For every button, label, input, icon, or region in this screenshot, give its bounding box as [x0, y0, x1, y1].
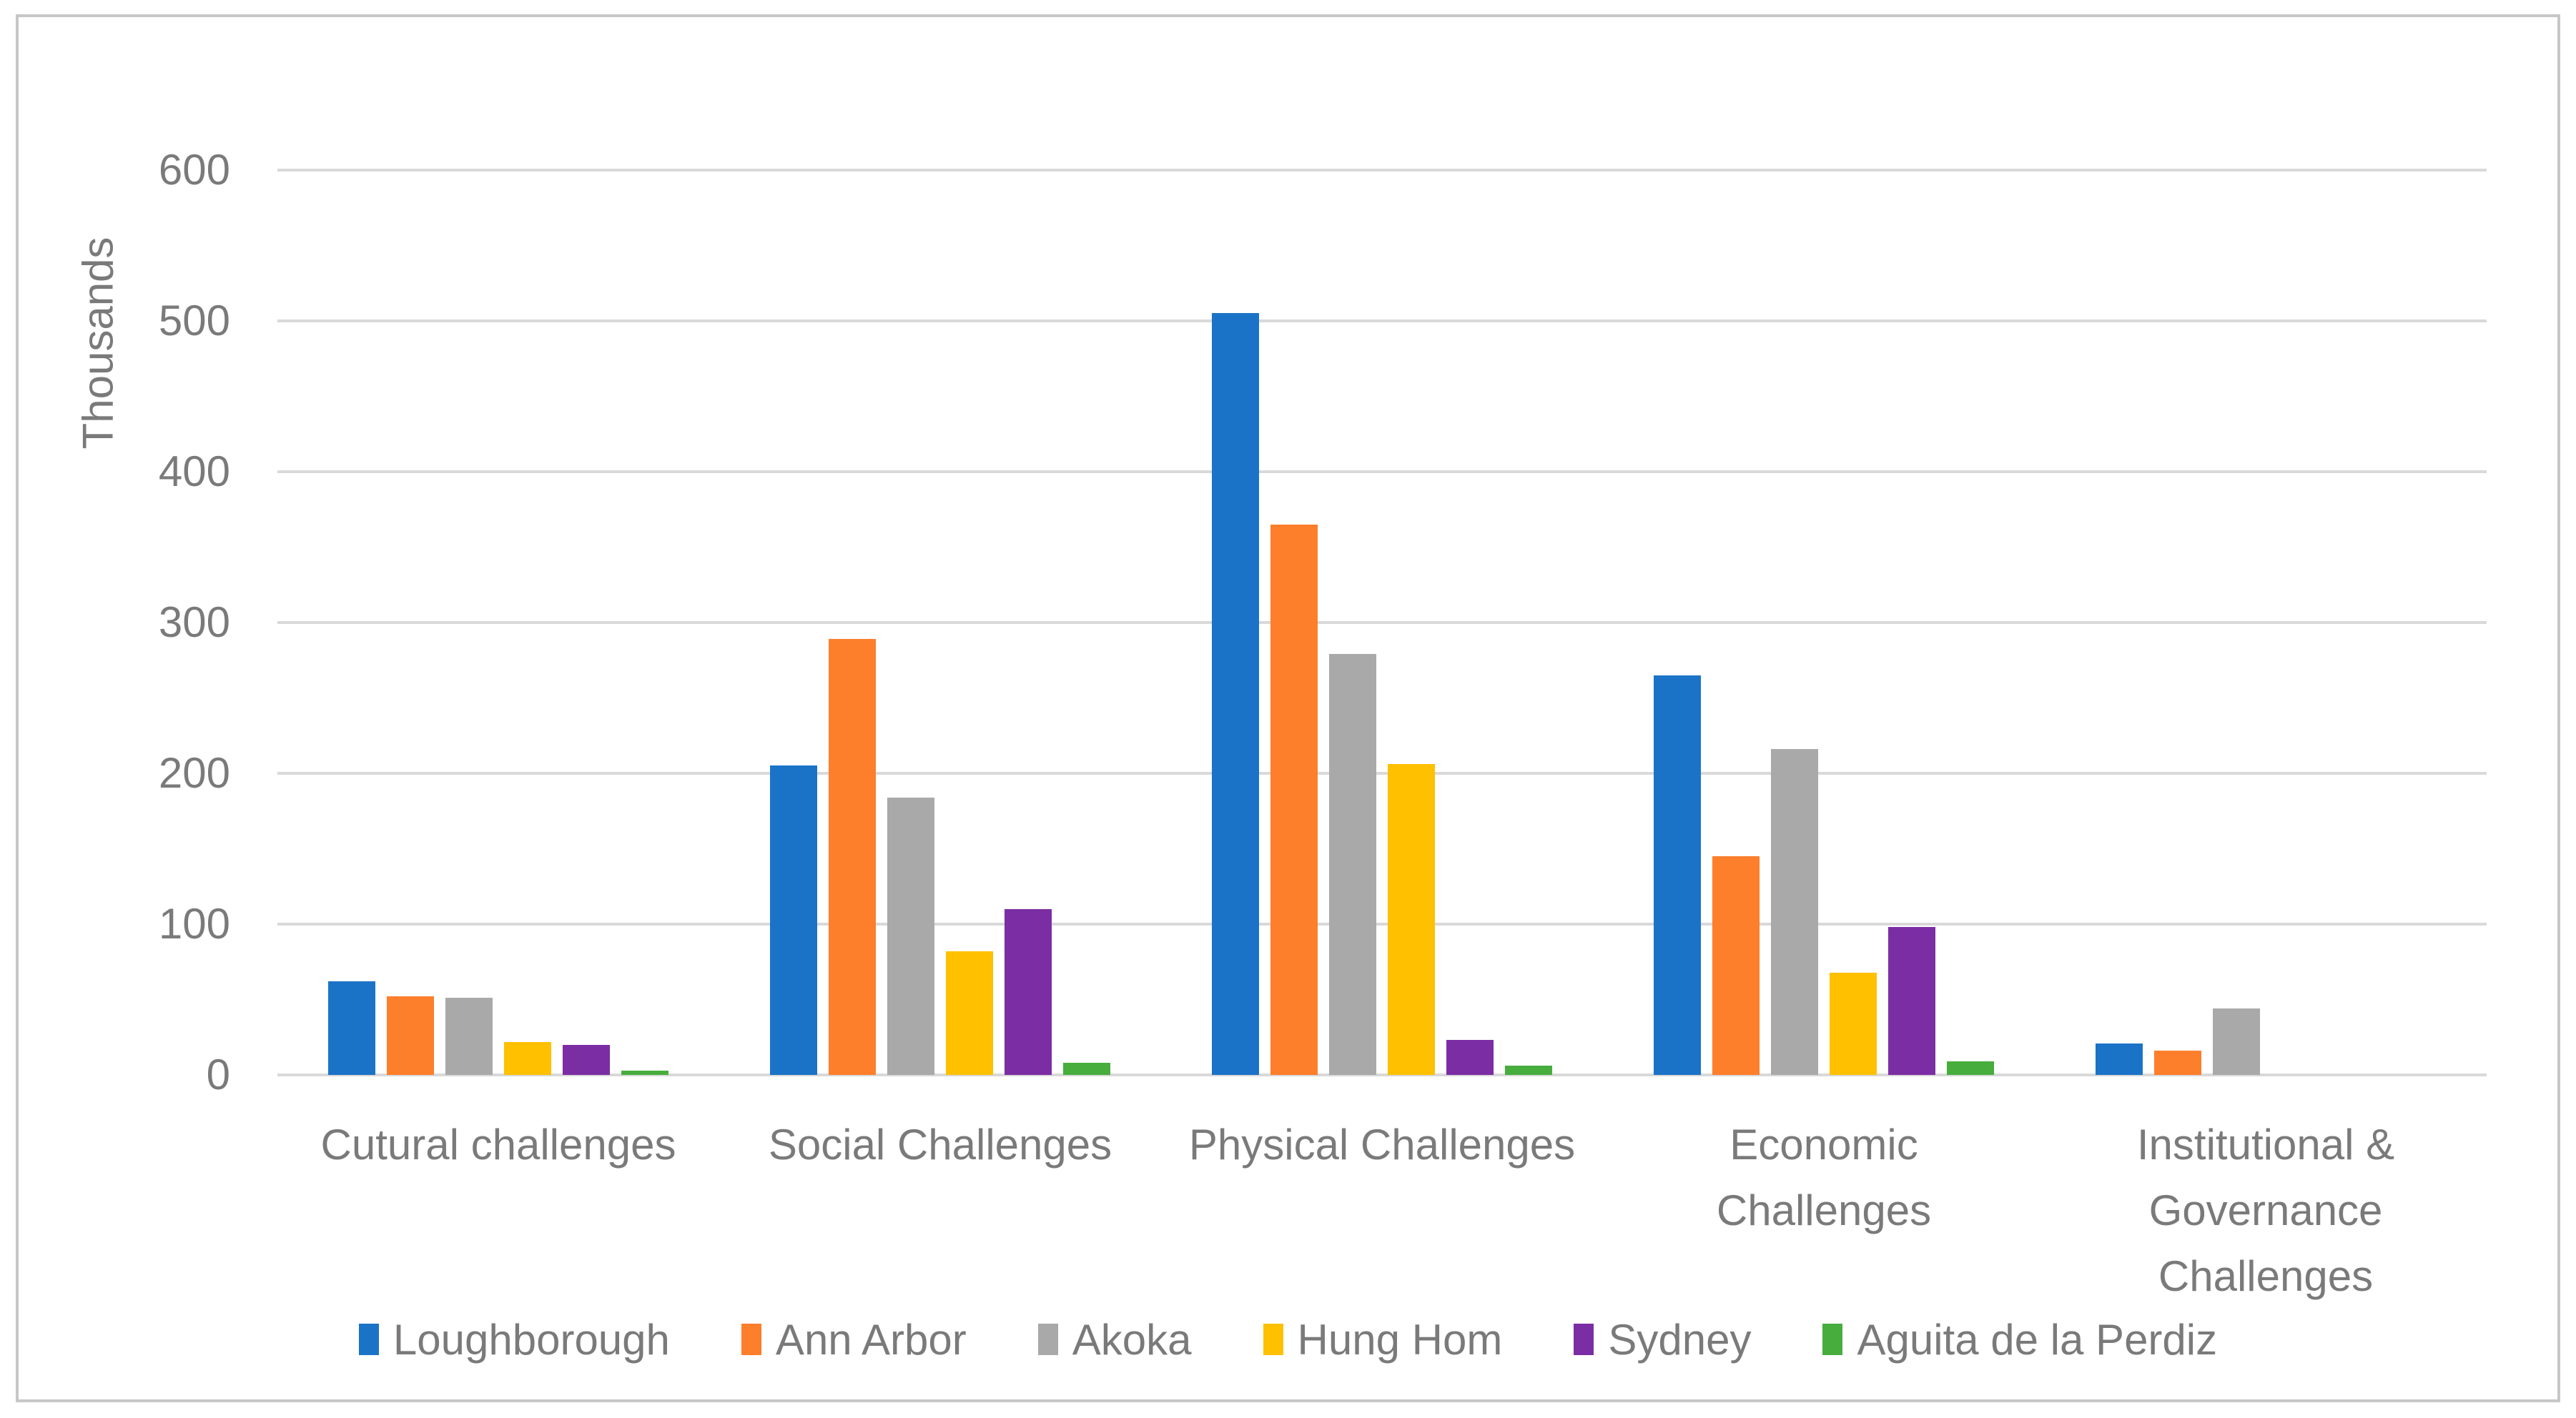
y-tick-label-300: 300 — [158, 598, 230, 646]
x-category-label-3: Economic Challenges — [1716, 1121, 1932, 1234]
legend-marker-aguita-de-la-perdiz — [1822, 1324, 1843, 1355]
legend-marker-sydney — [1574, 1324, 1594, 1355]
legend-item-hung-hom: Hung Hom — [1263, 1315, 1503, 1364]
legend-label-aguita-de-la-perdiz: Aguita de la Perdiz — [1857, 1315, 2218, 1364]
legend-label-hung-hom: Hung Hom — [1297, 1315, 1503, 1364]
legend-marker-akoka — [1037, 1324, 1058, 1355]
bar-loughborough-cat3 — [1654, 675, 1701, 1075]
legend-item-ann-arbor: Ann Arbor — [741, 1315, 967, 1364]
bar-ann-arbor-cat4 — [2154, 1051, 2201, 1075]
legend-label-akoka: Akoka — [1072, 1315, 1192, 1364]
legend-item-loughborough: Loughborough — [358, 1315, 670, 1364]
bar-hung-hom-cat2 — [1388, 764, 1435, 1075]
y-tick-label-100: 100 — [158, 900, 230, 948]
legend-label-sydney: Sydney — [1608, 1315, 1752, 1364]
bar-aguita-de-la-perdiz-cat1 — [1063, 1063, 1110, 1075]
bar-loughborough-cat4 — [2096, 1043, 2143, 1075]
legend-marker-loughborough — [358, 1324, 379, 1355]
legend: Loughborough Ann Arbor Akoka Hung Hom Sydney… — [0, 1305, 2576, 1374]
bar-akoka-cat2 — [1329, 654, 1376, 1075]
bar-aguita-de-la-perdiz-cat3 — [1947, 1061, 1994, 1075]
gridline-0 — [277, 1074, 2487, 1076]
bar-sydney-cat2 — [1446, 1040, 1494, 1075]
bar-akoka-cat1 — [887, 798, 934, 1075]
legend-label-ann-arbor: Ann Arbor — [775, 1315, 967, 1364]
bar-aguita-de-la-perdiz-cat2 — [1505, 1066, 1552, 1075]
y-tick-label-200: 200 — [158, 749, 230, 797]
bar-loughborough-cat2 — [1212, 313, 1259, 1075]
x-category-label-0: Cutural challenges — [320, 1121, 676, 1169]
bar-aguita-de-la-perdiz-cat0 — [621, 1071, 668, 1075]
bar-sydney-cat1 — [1005, 909, 1052, 1075]
bar-akoka-cat3 — [1771, 749, 1818, 1075]
bar-ann-arbor-cat3 — [1712, 856, 1760, 1075]
legend-item-aguita-de-la-perdiz: Aguita de la Perdiz — [1822, 1315, 2217, 1364]
bar-sydney-cat3 — [1888, 927, 1935, 1075]
gridline-600 — [277, 169, 2487, 172]
bar-hung-hom-cat3 — [1830, 973, 1877, 1075]
legend-item-sydney: Sydney — [1574, 1315, 1751, 1364]
bar-ann-arbor-cat0 — [387, 996, 434, 1075]
bar-sydney-cat0 — [563, 1045, 610, 1075]
gridline-100 — [277, 923, 2487, 926]
bar-hung-hom-cat1 — [946, 951, 993, 1075]
gridline-500 — [277, 319, 2487, 322]
bar-ann-arbor-cat2 — [1270, 525, 1318, 1075]
x-category-label-2: Physical Challenges — [1188, 1121, 1576, 1169]
x-category-label-4: Institutional & Governance Challenges — [2136, 1121, 2395, 1300]
x-category-label-1: Social Challenges — [768, 1121, 1112, 1169]
bar-loughborough-cat0 — [328, 981, 375, 1075]
bar-akoka-cat0 — [445, 998, 493, 1075]
legend-marker-hung-hom — [1263, 1324, 1283, 1355]
legend-item-akoka: Akoka — [1037, 1315, 1192, 1364]
bar-loughborough-cat1 — [770, 765, 817, 1075]
bar-ann-arbor-cat1 — [829, 639, 876, 1075]
y-tick-label-400: 400 — [158, 447, 230, 495]
bar-akoka-cat4 — [2213, 1008, 2260, 1075]
y-tick-label-0: 0 — [206, 1051, 230, 1099]
legend-label-loughborough: Loughborough — [393, 1315, 670, 1364]
bar-hung-hom-cat0 — [504, 1042, 551, 1075]
y-tick-label-500: 500 — [158, 297, 230, 344]
gridline-200 — [277, 772, 2487, 775]
gridline-300 — [277, 621, 2487, 624]
y-tick-label-600: 600 — [158, 146, 230, 194]
legend-marker-ann-arbor — [741, 1324, 761, 1355]
gridline-400 — [277, 470, 2487, 473]
